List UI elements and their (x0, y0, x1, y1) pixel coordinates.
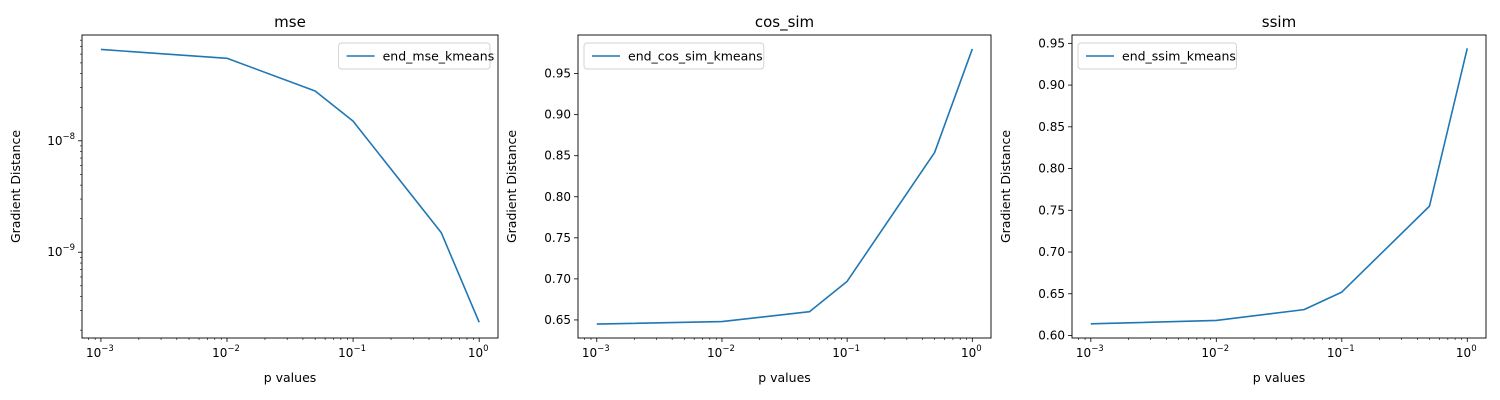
x-tick-label-base: 10 (1327, 346, 1342, 360)
x-tick-label: 10−2 (707, 344, 735, 360)
x-tick-label-exponent: 0 (483, 344, 488, 354)
y-tick-label: 0.80 (1038, 162, 1065, 176)
y-tick-label-base: 10 (47, 134, 62, 148)
x-tick-label-exponent: −1 (353, 344, 366, 354)
x-tick-label-exponent: −2 (1217, 344, 1230, 354)
x-tick-label-base: 10 (1076, 346, 1091, 360)
x-tick-label-exponent: −3 (101, 344, 114, 354)
y-tick-label: 0.90 (544, 108, 571, 122)
y-tick-label: 0.60 (1038, 328, 1065, 342)
x-tick-label: 100 (1456, 344, 1477, 360)
x-axis-label: p values (264, 370, 317, 385)
y-axis-label: Gradient Distance (504, 130, 519, 243)
x-tick-label-base: 10 (582, 346, 597, 360)
x-tick-label-exponent: −1 (1342, 344, 1355, 354)
x-tick-label-base: 10 (468, 346, 483, 360)
y-axis-label: Gradient Distance (8, 130, 23, 243)
y-tick-label: 0.95 (1038, 36, 1065, 50)
y-tick-label: 10−9 (47, 243, 75, 259)
x-tick-label: 10−2 (1201, 344, 1229, 360)
legend-label: end_cos_sim_kmeans (628, 49, 763, 64)
series-line (1090, 48, 1469, 325)
plot-frame (1071, 34, 1487, 339)
x-tick-label-base: 10 (832, 346, 847, 360)
legend-box (338, 42, 491, 70)
x-tick-label: 10−2 (212, 344, 240, 360)
y-tick-label: 0.65 (544, 313, 571, 327)
legend-label: end_mse_kmeans (383, 49, 495, 64)
y-tick-label: 0.85 (1038, 120, 1065, 134)
y-tick-label: 0.85 (544, 149, 571, 163)
x-tick-label-base: 10 (961, 346, 976, 360)
x-tick-label: 10−3 (86, 344, 114, 360)
chart-title: mse (274, 13, 306, 31)
y-tick-label: 0.75 (1038, 203, 1065, 217)
x-tick-label: 10−1 (832, 344, 860, 360)
y-tick-label: 0.80 (544, 190, 571, 204)
x-tick-label-exponent: −2 (227, 344, 240, 354)
x-axis-label: p values (758, 370, 811, 385)
y-tick-label: 0.70 (1038, 245, 1065, 259)
plot-frame (577, 34, 992, 339)
x-tick-label-base: 10 (338, 346, 353, 360)
legend: end_mse_kmeans (338, 42, 495, 70)
x-axis-label: p values (1253, 370, 1306, 385)
y-axis-label: Gradient Distance (998, 130, 1013, 243)
x-tick-label-base: 10 (1456, 346, 1471, 360)
legend: end_ssim_kmeans (1077, 42, 1237, 70)
y-tick-label: 0.90 (1038, 78, 1065, 92)
x-tick-label-exponent: 0 (976, 344, 981, 354)
x-tick-label-base: 10 (707, 346, 722, 360)
y-tick-label: 0.95 (544, 67, 571, 81)
chart-title: ssim (1262, 13, 1296, 31)
legend-box (1077, 42, 1237, 70)
x-tick-label-exponent: 0 (1471, 344, 1476, 354)
x-tick-label-exponent: −1 (848, 344, 861, 354)
chart-title: cos_sim (755, 13, 814, 32)
series-line (596, 48, 974, 325)
legend: end_cos_sim_kmeans (583, 42, 765, 70)
x-tick-label-base: 10 (212, 346, 227, 360)
y-tick-label: 0.70 (544, 272, 571, 286)
x-tick-label: 10−3 (582, 344, 610, 360)
x-tick-label-base: 10 (86, 346, 101, 360)
x-tick-label-exponent: −2 (722, 344, 735, 354)
y-tick-label-exponent: −9 (62, 243, 75, 253)
x-tick-label: 100 (468, 344, 489, 360)
y-tick-label: 10−8 (47, 132, 75, 148)
x-tick-label: 10−1 (1327, 344, 1355, 360)
legend-label: end_ssim_kmeans (1122, 49, 1236, 64)
x-tick-label: 100 (961, 344, 982, 360)
x-tick-label-base: 10 (1201, 346, 1216, 360)
x-tick-label: 10−1 (338, 344, 366, 360)
y-tick-label-exponent: −8 (62, 132, 75, 142)
series-line (100, 48, 480, 323)
y-tick-label: 0.65 (1038, 287, 1065, 301)
x-tick-label-exponent: −3 (597, 344, 610, 354)
x-tick-label: 10−3 (1076, 344, 1104, 360)
y-tick-label: 0.75 (544, 231, 571, 245)
legend-box (583, 42, 765, 70)
y-tick-label-base: 10 (47, 245, 62, 259)
x-tick-label-exponent: −3 (1091, 344, 1104, 354)
plot-frame (81, 34, 499, 339)
